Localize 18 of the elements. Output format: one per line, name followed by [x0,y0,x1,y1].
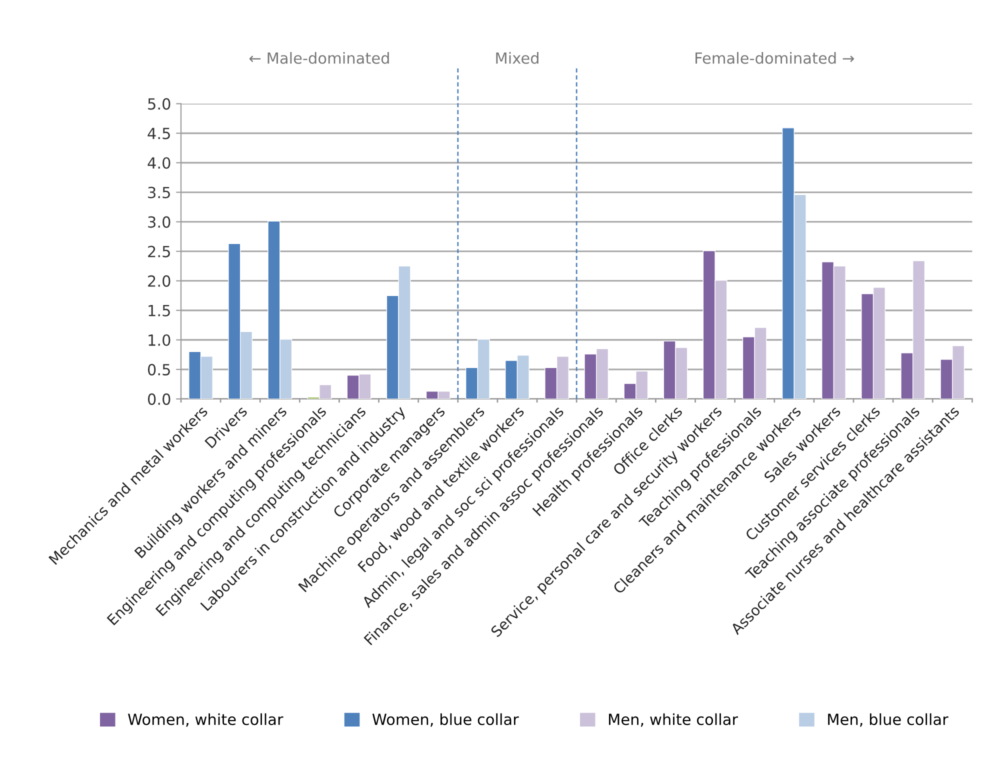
y-tick-label: 3.0 [148,216,170,228]
text: ← Male-dominated [249,52,389,64]
legend-label: Men, blue collar [828,713,948,727]
y-tick-label: 2.0 [148,275,170,287]
y-tick-label: 3.5 [148,186,170,198]
y-tick-label: 5.0 [148,98,170,110]
y-tick-label: 1.5 [148,305,170,316]
y-tick-label: 4.0 [148,157,170,169]
text: Mixed [496,52,538,64]
y-tick-label: 4.5 [148,128,170,140]
legend-label: Women, white collar [128,713,284,727]
text: Female-dominated → [696,52,854,64]
legend-label: Women, blue collar [372,713,519,727]
y-tick-label: 1.0 [148,334,170,346]
y-tick-label: 0.0 [148,393,170,405]
y-tick-label: 2.5 [148,246,170,258]
y-tick-label: 0.5 [148,364,170,376]
legend-label: Men, white collar [608,713,738,727]
